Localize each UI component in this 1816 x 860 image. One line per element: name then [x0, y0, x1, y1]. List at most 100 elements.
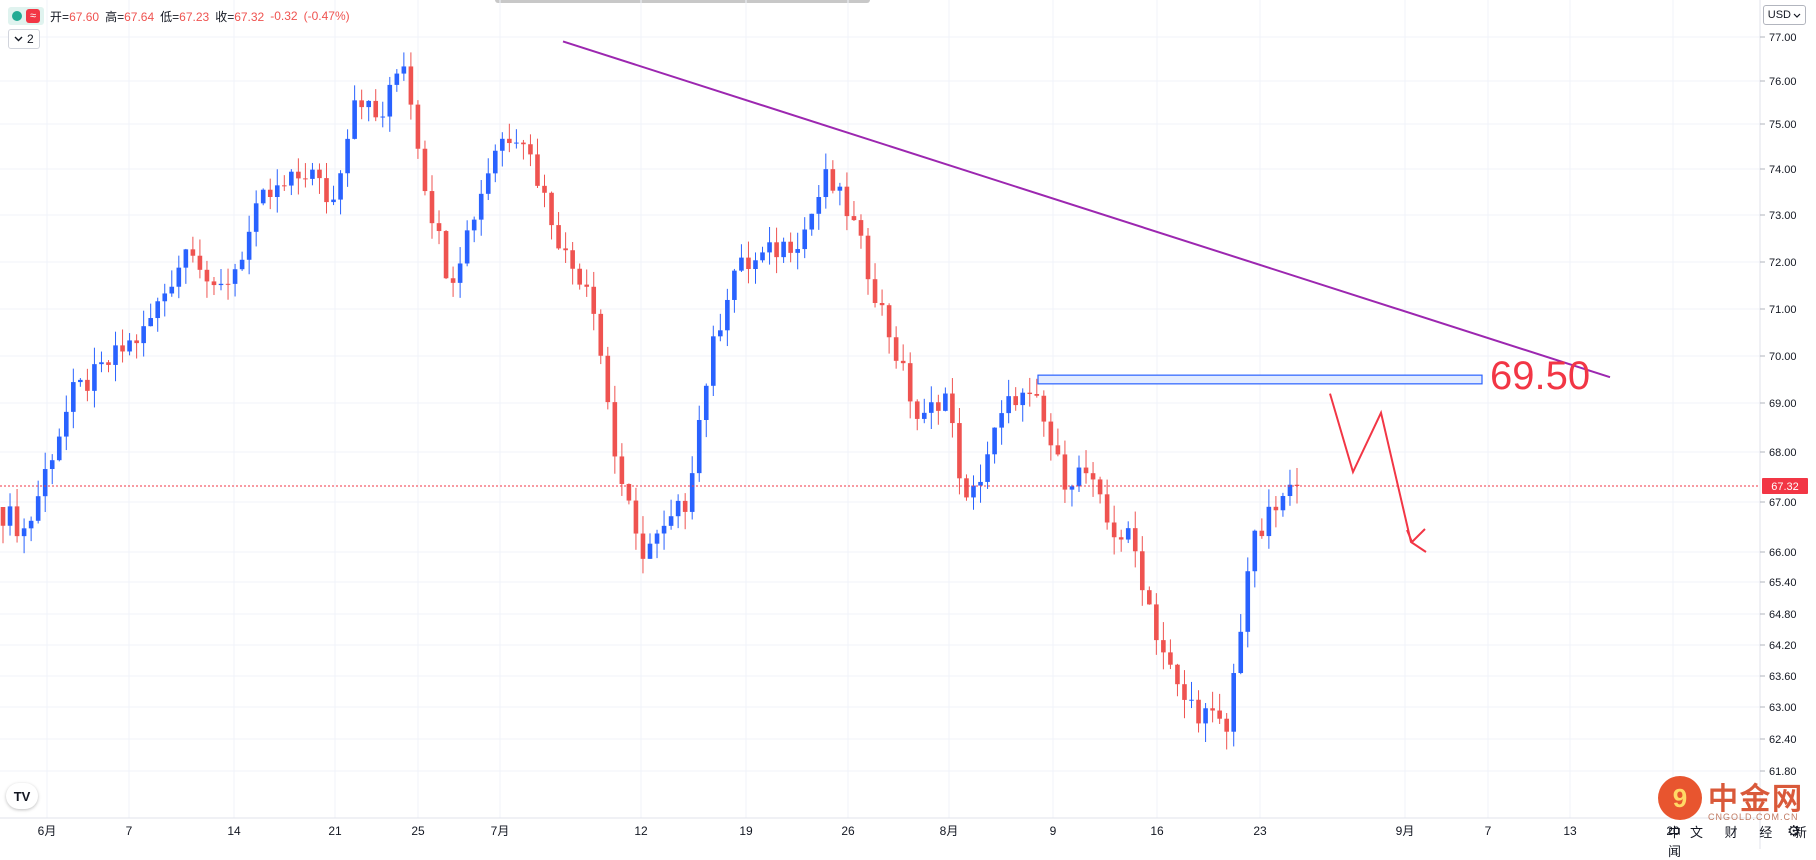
time-tick-label: 9: [1050, 824, 1057, 838]
change-value: -0.32: [270, 9, 298, 23]
candle-body: [225, 283, 231, 285]
candle-body: [668, 516, 674, 526]
candle-body: [802, 229, 808, 250]
current-price-badge: 67.32: [1762, 478, 1808, 494]
status-chip[interactable]: ≈: [8, 7, 45, 25]
candle-body: [204, 269, 210, 282]
candle-body: [21, 528, 27, 537]
time-tick-label: 20: [1666, 824, 1680, 838]
candle-body: [598, 313, 604, 356]
low-label: 低=: [160, 9, 180, 24]
gear-icon[interactable]: ⚙: [1787, 823, 1801, 840]
candle-body: [120, 345, 125, 352]
currency-selector[interactable]: USD: [1762, 5, 1806, 25]
indicator-count: 2: [27, 32, 34, 46]
candle-body: [471, 219, 477, 231]
price-tick-label: 65.40: [1769, 577, 1797, 589]
candle-body: [71, 382, 76, 412]
candle-body: [921, 412, 927, 419]
candle-body: [1252, 530, 1258, 572]
candle-body: [169, 286, 175, 294]
candle-body: [591, 286, 597, 314]
indicator-toggle-button[interactable]: 2: [8, 29, 40, 49]
candle-body: [1104, 494, 1110, 523]
time-tick-label: 19: [739, 824, 753, 838]
candle-body: [1041, 395, 1047, 422]
time-tick-label: 13: [1563, 824, 1577, 838]
candle-body: [1083, 467, 1089, 474]
market-status-dot: [12, 11, 22, 21]
candle-body: [1224, 718, 1229, 732]
candle-body: [950, 393, 955, 424]
candle-body: [654, 533, 660, 544]
candle-body: [289, 171, 294, 186]
candle-body: [366, 100, 371, 108]
candle-body: [317, 169, 322, 179]
candle-body: [619, 456, 625, 484]
candle-body: [478, 193, 484, 220]
candle-body: [689, 473, 695, 512]
candle-body: [492, 150, 498, 174]
candle-body: [739, 257, 744, 271]
wave-icon: ≈: [26, 9, 41, 23]
candle-body: [408, 66, 414, 105]
candle-body: [1287, 484, 1293, 497]
candle-body: [436, 223, 442, 232]
candle-body: [443, 231, 449, 279]
candle-body: [851, 216, 857, 221]
price-tick-label: 71.00: [1769, 304, 1797, 316]
candle-body: [675, 500, 681, 517]
price-tick-label: 70.00: [1769, 351, 1797, 363]
candle-body: [1280, 496, 1286, 511]
time-tick-label: 16: [1150, 824, 1164, 838]
candle-body: [1076, 467, 1082, 487]
candle-body: [56, 436, 62, 461]
price-tick-label: 69.00: [1769, 398, 1797, 410]
resistance-zone: [1037, 374, 1483, 385]
high-label: 高=: [105, 9, 125, 24]
candle-body: [338, 173, 343, 200]
price-tick-label: 61.80: [1769, 766, 1797, 778]
time-axis: 6月 7 14 21 25 7月 12 19 26 8月 9 16 23 9月 7 13 20: [0, 817, 1760, 838]
candle-body: [844, 186, 850, 217]
candle-body: [401, 66, 407, 74]
candle-body: [113, 345, 118, 365]
candle-body: [282, 185, 287, 187]
candle-body: [162, 293, 168, 302]
candle-body: [837, 186, 843, 191]
price-tick-label: 63.00: [1769, 702, 1797, 714]
time-tick-label: 7: [126, 824, 133, 838]
candle-body: [7, 506, 13, 526]
candle-body: [85, 379, 90, 391]
candle-body: [63, 411, 69, 437]
candle-body: [556, 225, 561, 249]
candle-body: [929, 402, 934, 413]
candle-body: [746, 257, 751, 270]
price-tick-label: 68.00: [1769, 447, 1797, 459]
candle-body: [380, 116, 386, 118]
candle-body: [893, 337, 899, 361]
candle-body: [35, 496, 41, 521]
candle-body: [1132, 528, 1138, 552]
tradingview-logo-icon[interactable]: TV: [6, 783, 38, 809]
candle-body: [1210, 708, 1215, 711]
candle-body: [914, 401, 920, 419]
candle-body: [99, 362, 104, 365]
candle-body: [767, 242, 772, 253]
candle-body: [127, 340, 132, 352]
price-tick-label: 74.00: [1769, 164, 1797, 176]
projection-path: [1329, 393, 1427, 553]
candle-body: [1055, 445, 1061, 455]
candle-body: [865, 235, 871, 280]
candle-body: [971, 485, 976, 498]
candle-body: [394, 73, 400, 85]
candle-body: [246, 231, 252, 260]
candle-body: [1034, 394, 1040, 396]
candle-body: [429, 191, 435, 224]
candle-body: [542, 185, 547, 193]
cngold-watermark: 9 中金网 CNGOLD.COM.CN: [1658, 774, 1808, 834]
candle-body: [521, 142, 526, 145]
candle-body: [457, 263, 463, 283]
watermark-url: CNGOLD.COM.CN: [1708, 812, 1799, 822]
